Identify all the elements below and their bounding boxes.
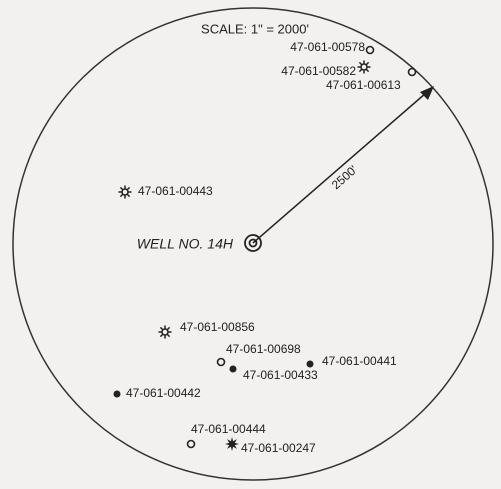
well-open: [186, 439, 196, 449]
well-open: [216, 357, 226, 367]
well-open: [407, 67, 417, 77]
well-label: 47-061-00433: [243, 368, 318, 382]
well-filled: [306, 360, 314, 368]
well-label: 47-061-00247: [241, 441, 316, 455]
well-label: 47-061-00443: [138, 184, 213, 198]
well-gas: [118, 185, 132, 199]
gas-core: [161, 328, 169, 336]
well-label: 47-061-00582: [281, 64, 356, 78]
gas-core: [360, 63, 368, 71]
well-label: 47-061-00578: [290, 40, 365, 54]
well-label: 47-061-00441: [322, 354, 397, 368]
gas-core: [121, 188, 129, 196]
radius-arrow: [252, 92, 427, 244]
well-label: 47-061-00442: [126, 386, 201, 400]
radius-circle: [12, 7, 494, 481]
well-label: 47-061-00613: [326, 78, 401, 92]
arrow-head: [420, 86, 434, 100]
well-burst: [225, 437, 239, 451]
center-well-label: WELL NO. 14H: [137, 236, 234, 252]
scale-label: SCALE: 1" = 2000': [201, 21, 309, 36]
well-label: 47-061-00698: [226, 342, 301, 356]
well-label: 47-061-00444: [191, 422, 266, 436]
well-filled: [113, 390, 121, 398]
well-filled: [229, 365, 237, 373]
well-open: [365, 45, 375, 55]
well-gas: [357, 60, 371, 74]
well-gas: [158, 325, 172, 339]
center-well-outer: [244, 234, 262, 252]
well-label: 47-061-00856: [180, 320, 255, 334]
center-well-inner: [248, 238, 258, 248]
